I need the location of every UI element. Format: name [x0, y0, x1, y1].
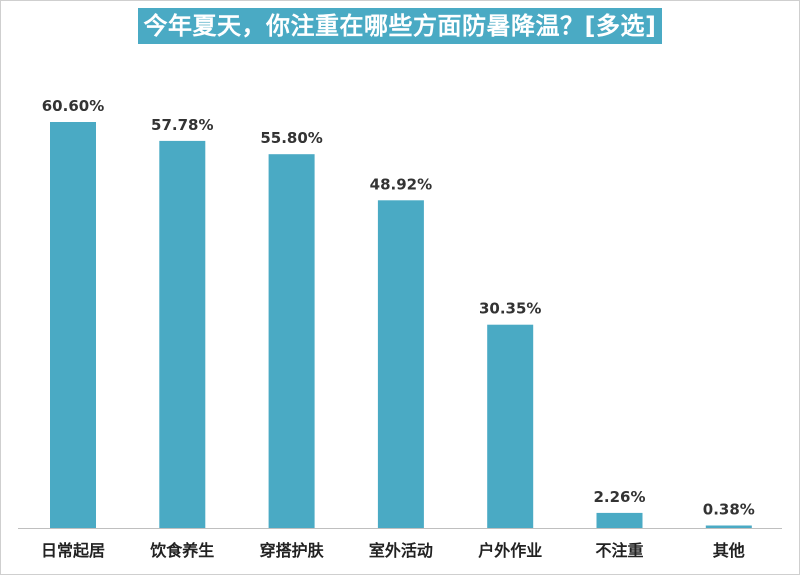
bar: [159, 140, 206, 528]
bar: [487, 324, 534, 528]
bar: [268, 154, 315, 528]
bar: [377, 200, 424, 529]
bar: [596, 512, 643, 528]
bar-value-label: 0.38%: [703, 501, 755, 519]
bar-value-label: 30.35%: [479, 300, 541, 318]
category-labels-group: 日常起居 饮食养生 穿搭护肤 室外活动 户外作业 不注重 其他: [41, 541, 745, 560]
category-label: 日常起居: [41, 541, 105, 560]
bar-value-label: 60.60%: [42, 97, 104, 115]
chart-title-wrap: 今年夏天，你注重在哪些方面防暑降温？[多选]: [0, 8, 800, 44]
category-label: 穿搭护肤: [260, 541, 325, 560]
bar-value-label: 2.26%: [593, 488, 645, 506]
category-label: 饮食养生: [149, 541, 214, 560]
bar-value-label: 57.78%: [151, 116, 213, 134]
category-label: 不注重: [595, 541, 643, 560]
bar-value-label: 55.80%: [260, 129, 322, 147]
category-label: 室外活动: [369, 541, 433, 560]
bar-value-label: 48.92%: [370, 175, 432, 193]
category-label: 其他: [713, 541, 745, 560]
value-labels-group: 60.60% 57.78% 55.80% 48.92% 30.35% 2.26% 0.38%: [42, 97, 755, 519]
chart-title: 今年夏天，你注重在哪些方面防暑降温？[多选]: [137, 8, 663, 44]
bars-group: [50, 122, 752, 529]
category-label: 户外作业: [478, 541, 542, 560]
bar: [50, 122, 96, 528]
bar: [705, 525, 752, 528]
